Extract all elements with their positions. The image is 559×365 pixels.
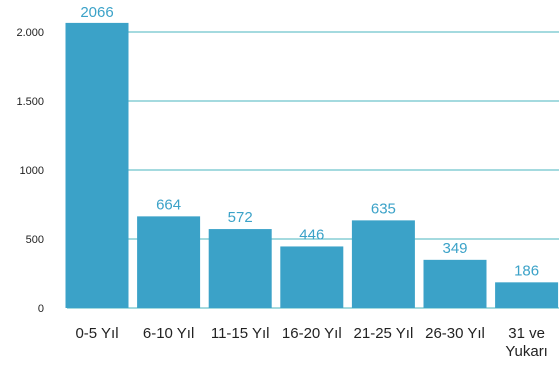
bar — [495, 282, 559, 308]
bar — [65, 22, 129, 309]
bar — [423, 259, 487, 308]
data-label: 446 — [299, 226, 324, 243]
x-tick-label: 21-25 Yıl — [354, 325, 414, 342]
bar — [280, 246, 344, 308]
x-tick-label: 16-20 Yıl — [282, 325, 342, 342]
bar — [137, 216, 201, 308]
y-tick-label: 1.500 — [16, 96, 44, 108]
x-tick-label: 6-10 Yıl — [143, 325, 194, 342]
y-tick-label: 2.000 — [16, 27, 44, 39]
x-axis-labels: 0-5 Yıl 6-10 Yıl 11-15 Yıl 16-20 Yıl 21-25 Y… — [75, 325, 547, 360]
data-label: 349 — [442, 240, 467, 257]
y-tick-label: 500 — [26, 234, 44, 246]
data-label: 572 — [228, 209, 253, 226]
bars — [65, 22, 559, 309]
data-label: 2066 — [80, 4, 113, 21]
x-tick-label: 31 ve Yukarı — [505, 325, 548, 360]
y-tick-label: 1000 — [20, 165, 44, 177]
x-tick-label: 26-30 Yıl — [425, 325, 485, 342]
y-axis-ticks: 0 500 1000 1.500 2.000 — [16, 27, 44, 315]
x-tick-label: 0-5 Yıl — [75, 325, 118, 342]
data-label: 664 — [156, 196, 181, 213]
data-labels: 2066 664 572 446 635 349 186 — [80, 4, 539, 279]
bar — [208, 229, 272, 308]
y-tick-label: 0 — [38, 303, 44, 315]
data-label: 186 — [514, 262, 539, 279]
bar — [351, 220, 415, 308]
x-tick-label: 11-15 Yıl — [211, 325, 270, 342]
data-label: 635 — [371, 200, 396, 217]
